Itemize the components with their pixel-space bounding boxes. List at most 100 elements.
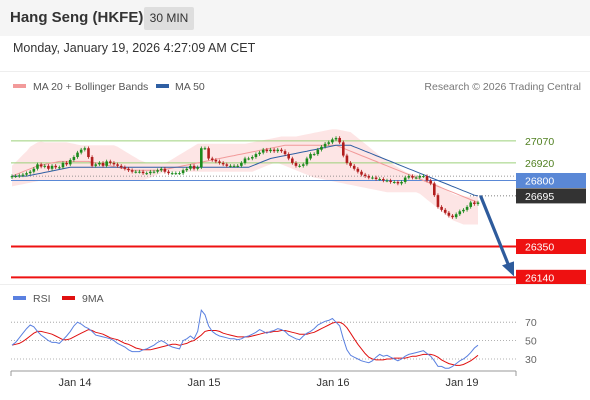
candle-body xyxy=(112,162,116,165)
candle-body xyxy=(422,176,425,178)
level-label-support-bg xyxy=(516,269,586,284)
candle-body xyxy=(400,181,403,184)
candle-body xyxy=(83,148,87,150)
candle-body xyxy=(108,161,112,163)
candle-body xyxy=(141,171,145,174)
candle-body xyxy=(334,137,338,140)
candle-body xyxy=(360,171,363,175)
candle-body xyxy=(170,173,174,175)
candle-body xyxy=(440,206,443,210)
candle-body xyxy=(345,155,349,163)
candle-body xyxy=(356,168,360,172)
candle-body xyxy=(411,176,414,178)
candle-body xyxy=(261,149,265,153)
candle-body xyxy=(196,167,199,169)
candle-body xyxy=(465,206,469,210)
level-label-support: 26140 xyxy=(525,272,554,284)
price-chart[interactable]: MA 20 + Bollinger Bands MA 50 Research ©… xyxy=(0,72,590,284)
candle-body xyxy=(258,152,261,155)
candle-body xyxy=(36,164,39,169)
candle-body xyxy=(203,148,207,150)
candle-body xyxy=(98,162,101,165)
ma20-legend-swatch xyxy=(13,84,26,88)
candle-body xyxy=(287,154,290,159)
candle-body xyxy=(291,158,294,163)
candle-body xyxy=(462,209,465,212)
candle-body xyxy=(378,179,382,181)
candle-body xyxy=(298,165,301,167)
ma50-legend-label: MA 50 xyxy=(175,81,205,93)
candle-body xyxy=(174,173,178,175)
candle-body xyxy=(331,139,334,143)
candle-body xyxy=(156,170,159,172)
candle-body xyxy=(68,159,72,165)
rsi-level-label: 50 xyxy=(525,336,537,348)
candle-body xyxy=(451,215,454,218)
candle-body xyxy=(382,179,385,181)
candle-body xyxy=(458,211,462,215)
candle-body xyxy=(123,167,127,169)
candle-body xyxy=(192,165,196,169)
candle-body xyxy=(338,137,341,143)
candle-body xyxy=(54,165,57,168)
candle-body xyxy=(403,177,407,182)
candle-body xyxy=(14,176,17,178)
ma50-line xyxy=(12,144,479,197)
candle-body xyxy=(79,149,83,153)
candle-body xyxy=(116,164,119,166)
candle-body xyxy=(243,158,247,163)
copyright-text: Research © 2026 Trading Central xyxy=(424,81,581,93)
candle-body xyxy=(269,149,272,152)
rsi-ma-legend-label: 9MA xyxy=(82,293,104,305)
level-label-support-bg xyxy=(516,239,586,255)
rsi-chart[interactable]: RSI 9MA 70 50 30 Jan 14 Jan 15 Jan 16 Jan 19 xyxy=(0,284,590,400)
candle-body xyxy=(207,148,210,159)
candle-body xyxy=(473,202,476,204)
rsi-legend-label: RSI xyxy=(33,293,51,305)
candle-body xyxy=(178,173,181,175)
bollinger-band xyxy=(12,129,478,225)
instrument-title: Hang Seng (HKFE) xyxy=(10,9,144,26)
candle-body xyxy=(389,180,392,182)
x-axis-label: Jan 16 xyxy=(316,377,349,389)
candle-body xyxy=(17,175,21,177)
candle-body xyxy=(436,195,440,207)
candle-body xyxy=(283,151,287,155)
candle-body xyxy=(119,165,123,168)
candle-body xyxy=(247,158,250,160)
x-axis-label: Jan 15 xyxy=(187,377,220,389)
level-label-pivot: 26800 xyxy=(525,175,554,187)
candle-body xyxy=(134,171,138,173)
candle-body xyxy=(371,177,374,179)
candle-body xyxy=(447,212,451,216)
candle-body xyxy=(407,176,411,178)
candle-body xyxy=(352,165,356,169)
candle-body xyxy=(94,164,98,166)
divider xyxy=(0,71,590,72)
candle-body xyxy=(167,171,170,174)
candle-body xyxy=(181,170,185,174)
candle-body xyxy=(429,180,432,184)
projection-arrow xyxy=(479,195,511,268)
candle-body xyxy=(229,165,232,167)
level-label-support: 26350 xyxy=(525,242,554,254)
candle-body xyxy=(76,152,79,158)
candle-body xyxy=(163,168,167,172)
candle-body xyxy=(454,214,458,218)
timeframe-badge[interactable]: 30 MIN xyxy=(144,7,194,30)
header-bar: Hang Seng (HKFE) 30 MIN xyxy=(0,0,590,36)
candle-body xyxy=(58,167,61,169)
candle-body xyxy=(265,149,269,152)
candle-body xyxy=(254,154,258,158)
rsi-level-label: 70 xyxy=(525,317,537,329)
candle-body xyxy=(305,158,309,165)
candle-body xyxy=(316,149,320,155)
candle-body xyxy=(149,171,152,174)
candle-body xyxy=(327,142,331,144)
level-label-resistance: 26920 xyxy=(525,158,554,170)
candle-body xyxy=(145,173,149,175)
candle-body xyxy=(21,174,25,176)
candle-body xyxy=(414,177,418,179)
candle-body xyxy=(72,157,76,160)
